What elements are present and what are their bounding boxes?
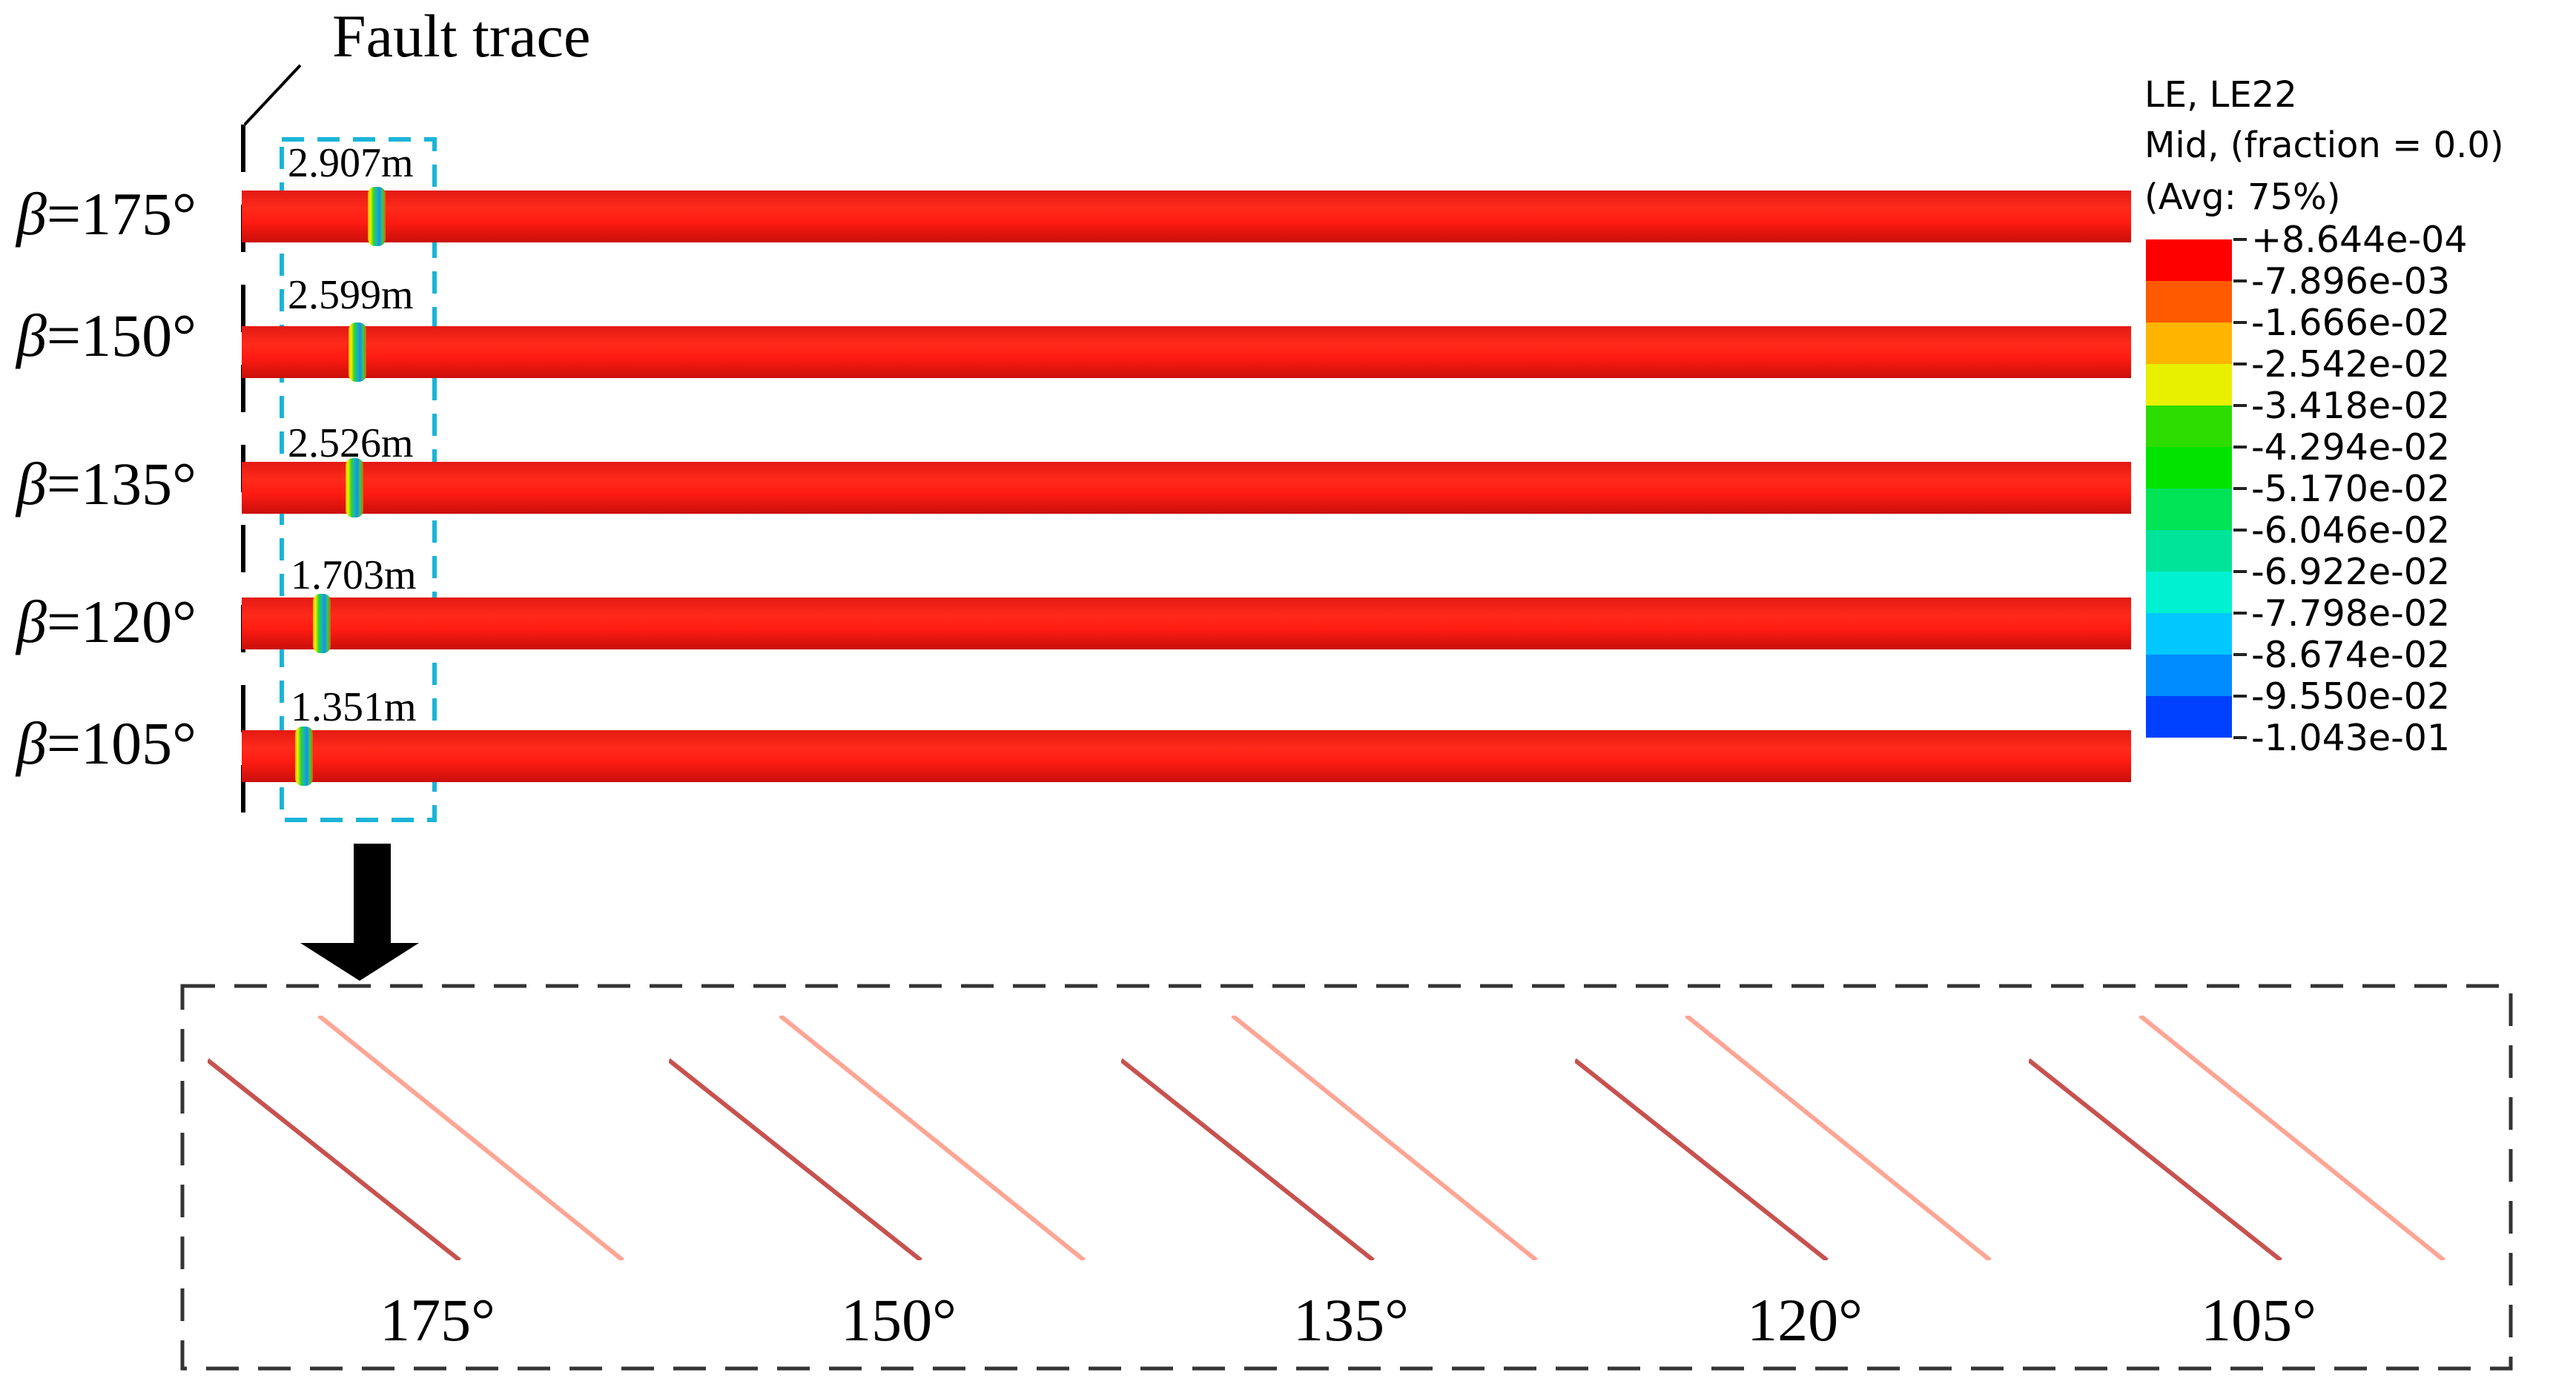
beta-label: β=105° <box>16 709 196 777</box>
buckling-ring <box>349 322 366 382</box>
beta-label: β=150° <box>16 302 196 369</box>
legend-value: -8.674e-02 <box>2251 634 2451 676</box>
legend-swatch <box>2146 572 2232 613</box>
legend-tick <box>2233 279 2247 282</box>
legend-value: -1.043e-01 <box>2251 717 2451 759</box>
legend-tick <box>2233 653 2247 656</box>
legend-swatch <box>2146 696 2232 738</box>
legend-value: -7.896e-03 <box>2251 260 2451 302</box>
zoom-panel-label: 105° <box>2201 1286 2316 1354</box>
legend-swatch <box>2146 322 2232 364</box>
buckling-ring <box>295 727 313 786</box>
legend-value: -2.542e-02 <box>2251 343 2451 385</box>
legend-tick <box>2233 404 2247 407</box>
fault-leader-line <box>243 64 302 126</box>
arrow-shaft <box>354 844 391 943</box>
legend-tick <box>2233 487 2247 490</box>
legend-value: -9.550e-02 <box>2251 675 2451 718</box>
legend-swatch <box>2146 447 2232 489</box>
legend-swatch <box>2146 489 2232 530</box>
zoom-pipe-view <box>1575 1016 2035 1260</box>
legend-swatch <box>2146 281 2232 322</box>
buckling-distance: 2.599m <box>288 272 414 318</box>
buckling-distance: 2.907m <box>288 140 414 186</box>
legend-section-point: Mid, (fraction = 0.0) <box>2144 125 2504 166</box>
legend-value: -6.046e-02 <box>2251 509 2451 552</box>
pipe <box>242 598 2131 649</box>
zoom-frame <box>180 984 2513 1371</box>
pipe <box>242 326 2131 378</box>
legend-tick <box>2233 570 2247 573</box>
zoom-panel-label: 120° <box>1747 1286 1863 1354</box>
legend-tick <box>2233 321 2247 324</box>
legend-value: -3.418e-02 <box>2251 385 2451 427</box>
legend-averaging: (Avg: 75%) <box>2144 176 2341 218</box>
legend-tick <box>2233 695 2247 698</box>
buckling-distance: 1.351m <box>291 684 417 730</box>
legend-variable: LE, LE22 <box>2144 74 2297 116</box>
legend-swatch <box>2146 406 2232 447</box>
legend-swatch <box>2146 239 2232 281</box>
arrow-icon <box>300 943 419 981</box>
zoom-pipe-view <box>2029 1016 2489 1260</box>
fault-trace-label: Fault trace <box>332 2 591 70</box>
buckling-distance: 2.526m <box>288 420 414 466</box>
pipe <box>242 462 2131 514</box>
legend-tick <box>2233 612 2247 615</box>
legend-swatch <box>2146 364 2232 406</box>
legend-tick <box>2233 529 2247 532</box>
beta-label: β=135° <box>16 450 196 517</box>
legend-swatch <box>2146 530 2232 572</box>
legend-value: -5.170e-02 <box>2251 468 2451 510</box>
legend-value: -6.922e-02 <box>2251 551 2451 593</box>
legend-value: -4.294e-02 <box>2251 426 2451 469</box>
zoom-panel-label: 175° <box>380 1286 495 1354</box>
legend-tick <box>2233 736 2247 739</box>
buckling-distance: 1.703m <box>291 552 417 598</box>
zoom-pipe-view <box>208 1016 667 1260</box>
legend-value: +8.644e-04 <box>2251 219 2468 261</box>
beta-label: β=175° <box>16 180 196 248</box>
zoom-panel-label: 135° <box>1293 1286 1409 1354</box>
legend-value: -1.666e-02 <box>2251 302 2451 344</box>
pipe <box>242 191 2131 242</box>
legend-swatch <box>2146 613 2232 655</box>
buckling-ring <box>346 458 363 517</box>
zoom-pipe-view <box>669 1016 1129 1260</box>
legend-value: -7.798e-02 <box>2251 592 2451 635</box>
legend-tick <box>2233 446 2247 449</box>
legend-swatch <box>2146 655 2232 696</box>
legend-tick <box>2233 238 2247 241</box>
buckling-ring <box>368 187 386 246</box>
beta-label: β=120° <box>16 588 196 655</box>
zoom-pipe-view <box>1121 1016 1581 1260</box>
zoom-panel-label: 150° <box>841 1286 957 1354</box>
buckling-ring <box>313 594 331 653</box>
pipe <box>242 730 2131 782</box>
legend-tick <box>2233 363 2247 365</box>
